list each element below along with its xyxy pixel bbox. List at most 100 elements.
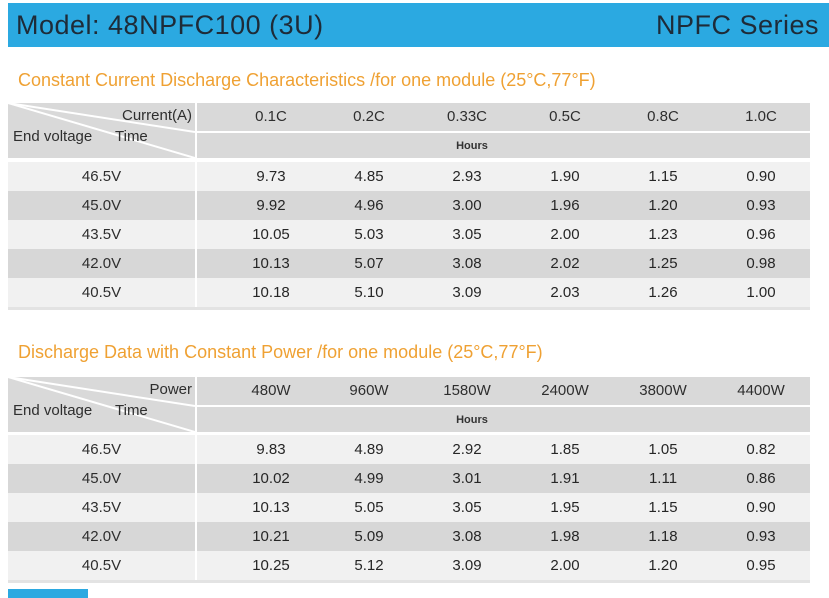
value-cell: 1.26 <box>648 284 678 301</box>
row-values: 10.21 5.09 3.08 1.98 1.18 0.93 <box>197 522 810 551</box>
value-cell: 0.96 <box>746 226 776 243</box>
value-cell: 10.02 <box>252 470 290 487</box>
value-cell: 2.02 <box>550 255 580 272</box>
value-cell: 0.93 <box>746 197 776 214</box>
value-cell: 10.18 <box>252 284 290 301</box>
value-cell: 3.08 <box>452 528 482 545</box>
value-cell: 4.85 <box>354 168 384 185</box>
row-values: 10.02 4.99 3.01 1.91 1.11 0.86 <box>197 464 810 493</box>
column-header: 1580W <box>443 382 491 399</box>
value-cell: 5.05 <box>354 499 384 516</box>
value-cell: 10.25 <box>252 557 290 574</box>
table-row: 46.5V 9.83 4.89 2.92 1.85 1.05 0.82 <box>8 435 810 464</box>
diagonal-divider-icon <box>8 103 195 158</box>
table-row: 43.5V 10.13 5.05 3.05 1.95 1.15 0.90 <box>8 493 810 522</box>
value-cell: 0.90 <box>746 499 776 516</box>
value-cell: 0.98 <box>746 255 776 272</box>
row-values: 9.73 4.85 2.93 1.90 1.15 0.90 <box>197 162 810 191</box>
value-cell: 0.95 <box>746 557 776 574</box>
row-label: 45.0V <box>8 464 197 493</box>
value-cell: 1.96 <box>550 197 580 214</box>
table-row: 46.5V 9.73 4.85 2.93 1.90 1.15 0.90 <box>8 162 810 191</box>
table-row: 45.0V 10.02 4.99 3.01 1.91 1.11 0.86 <box>8 464 810 493</box>
table-row: 43.5V 10.05 5.03 3.05 2.00 1.23 0.96 <box>8 220 810 249</box>
value-cell: 2.00 <box>550 226 580 243</box>
value-cell: 1.90 <box>550 168 580 185</box>
unit-label: Hours <box>456 139 488 152</box>
value-cell: 3.05 <box>452 226 482 243</box>
corner-label-current: Current(A) <box>121 107 192 124</box>
section-title-constant-current: Constant Current Discharge Characteristi… <box>18 70 596 90</box>
unit-row: Hours <box>197 407 810 432</box>
value-cell: 1.91 <box>550 470 580 487</box>
unit-label: Hours <box>456 413 488 426</box>
unit-row: Hours <box>197 133 810 158</box>
value-cell: 2.00 <box>550 557 580 574</box>
header-bar: Model: 48NPFC100 (3U) NPFC Series <box>8 3 829 47</box>
value-cell: 0.90 <box>746 168 776 185</box>
corner-header-cell: Power Time End voltage <box>8 377 195 432</box>
corner-label-end-voltage: End voltage <box>13 128 93 145</box>
row-label: 45.0V <box>8 191 197 220</box>
value-cell: 0.93 <box>746 528 776 545</box>
value-cell: 4.89 <box>354 441 384 458</box>
value-cell: 1.85 <box>550 441 580 458</box>
row-label: 40.5V <box>8 551 197 580</box>
column-header-row: 0.1C 0.2C 0.33C 0.5C 0.8C 1.0C <box>197 103 810 131</box>
row-label: 42.0V <box>8 522 197 551</box>
constant-current-table: Current(A) Time End voltage 0.1C 0.2C 0.… <box>8 103 810 310</box>
column-header: 0.5C <box>549 108 581 125</box>
row-values: 10.13 5.05 3.05 1.95 1.15 0.90 <box>197 493 810 522</box>
value-cell: 3.01 <box>452 470 482 487</box>
value-cell: 2.03 <box>550 284 580 301</box>
value-cell: 3.00 <box>452 197 482 214</box>
value-cell: 1.25 <box>648 255 678 272</box>
value-cell: 4.96 <box>354 197 384 214</box>
row-values: 10.05 5.03 3.05 2.00 1.23 0.96 <box>197 220 810 249</box>
value-cell: 9.73 <box>256 168 286 185</box>
value-cell: 1.15 <box>648 499 678 516</box>
value-cell: 2.93 <box>452 168 482 185</box>
row-values: 10.13 5.07 3.08 2.02 1.25 0.98 <box>197 249 810 278</box>
table-body: 46.5V 9.73 4.85 2.93 1.90 1.15 0.90 45.0… <box>8 162 810 310</box>
column-header: 0.1C <box>255 108 287 125</box>
section-title-constant-power: Discharge Data with Constant Power /for … <box>18 342 543 362</box>
row-label: 46.5V <box>8 435 197 464</box>
value-cell: 10.05 <box>252 226 290 243</box>
table-row: 40.5V 10.18 5.10 3.09 2.03 1.26 1.00 <box>8 278 810 307</box>
row-values: 10.25 5.12 3.09 2.00 1.20 0.95 <box>197 551 810 580</box>
table-row: 42.0V 10.21 5.09 3.08 1.98 1.18 0.93 <box>8 522 810 551</box>
value-cell: 10.13 <box>252 499 290 516</box>
row-label: 43.5V <box>8 220 197 249</box>
corner-label-time: Time <box>115 128 148 145</box>
column-header: 0.33C <box>446 108 488 125</box>
column-header-row: 480W 960W 1580W 2400W 3800W 4400W <box>197 377 810 405</box>
value-cell: 1.11 <box>648 470 678 487</box>
constant-power-table: Power Time End voltage 480W 960W 1580W 2… <box>8 377 810 583</box>
value-cell: 1.18 <box>648 528 678 545</box>
value-cell: 3.08 <box>452 255 482 272</box>
value-cell: 9.83 <box>256 441 286 458</box>
value-cell: 1.95 <box>550 499 580 516</box>
value-cell: 1.20 <box>648 197 678 214</box>
table-row: 42.0V 10.13 5.07 3.08 2.02 1.25 0.98 <box>8 249 810 278</box>
column-header: 960W <box>349 382 389 399</box>
column-header: 480W <box>251 382 291 399</box>
column-header: 0.8C <box>647 108 679 125</box>
column-header: 4400W <box>737 382 785 399</box>
model-title: Model: 48NPFC100 (3U) <box>16 9 324 40</box>
value-cell: 5.09 <box>354 528 384 545</box>
value-cell: 5.10 <box>354 284 384 301</box>
table-row: 40.5V 10.25 5.12 3.09 2.00 1.20 0.95 <box>8 551 810 580</box>
corner-label-end-voltage: End voltage <box>13 402 93 419</box>
value-cell: 3.09 <box>452 284 482 301</box>
row-values: 10.18 5.10 3.09 2.03 1.26 1.00 <box>197 278 810 307</box>
value-cell: 4.99 <box>354 470 384 487</box>
value-cell: 5.03 <box>354 226 384 243</box>
table-body: 46.5V 9.83 4.89 2.92 1.85 1.05 0.82 45.0… <box>8 435 810 583</box>
value-cell: 1.20 <box>648 557 678 574</box>
series-label: NPFC Series <box>655 9 819 40</box>
value-cell: 1.98 <box>550 528 580 545</box>
value-cell: 0.86 <box>746 470 776 487</box>
value-cell: 10.21 <box>252 528 290 545</box>
